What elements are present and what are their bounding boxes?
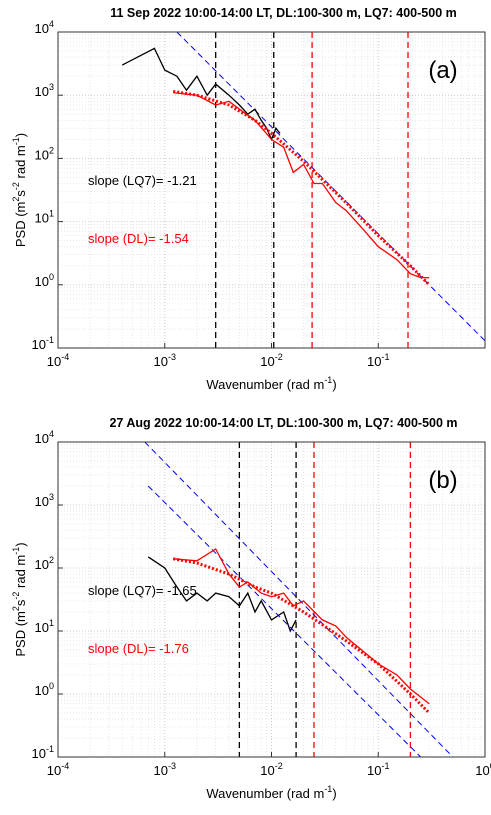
x-tick-label: 10-1 <box>367 761 389 778</box>
y-tick-label: 100 <box>35 272 54 289</box>
y-tick-label: 10-1 <box>32 335 54 352</box>
reference-line <box>147 485 422 757</box>
x-tick-label: 10-3 <box>154 352 176 369</box>
series-line <box>173 91 430 279</box>
plot-area <box>122 32 485 348</box>
x-tick-label: 10-2 <box>260 352 282 369</box>
annotation: slope (LQ7)= -1.65 <box>88 583 197 598</box>
panel: 10-4 10-3 10-2 10-1 10-1 100 101 102 103 104 11 Se… <box>11 6 486 392</box>
y-tick-label: 103 <box>35 83 54 100</box>
y-axis-label: PSD (m2s-2 rad m-1) <box>11 542 28 656</box>
series-line <box>173 548 430 705</box>
x-axis-label: Wavenumber (rad m-1) <box>206 784 336 801</box>
annotation: slope (DL)= -1.76 <box>88 641 189 656</box>
series-line <box>122 47 281 142</box>
panel: 10-4 10-3 10-2 10-1 100 10-1 100 101 102 103 104 27… <box>11 416 491 801</box>
y-axis-label: PSD (m2s-2 rad m-1) <box>11 133 28 247</box>
y-tick-label: 10-1 <box>32 744 54 761</box>
y-tick-label: 104 <box>35 429 54 446</box>
reference-line <box>176 32 485 342</box>
chart-title: 27 Aug 2022 10:00-14:00 LT, DL:100-300 m… <box>109 416 457 430</box>
x-tick-label: 10-1 <box>367 352 389 369</box>
series-line <box>172 89 431 286</box>
axes-box <box>57 441 486 758</box>
y-tick-label: 104 <box>35 19 54 36</box>
series-line <box>147 556 297 633</box>
series-line <box>172 557 431 715</box>
y-tick-label: 100 <box>35 681 54 698</box>
axes-box <box>57 31 486 349</box>
chart-title: 11 Sep 2022 10:00-14:00 LT, DL:100-300 m… <box>110 6 456 20</box>
y-tick-label: 101 <box>35 209 54 226</box>
panel-label: (b) <box>428 467 457 494</box>
x-tick-label: 10-3 <box>154 761 176 778</box>
x-tick-label: 10-4 <box>47 352 69 369</box>
x-tick-label: 10-2 <box>260 761 282 778</box>
x-tick-label: 100 <box>475 761 491 778</box>
annotation: slope (LQ7)= -1.21 <box>88 173 197 188</box>
plot-area <box>144 442 454 757</box>
annotation: slope (DL)= -1.54 <box>88 231 189 246</box>
x-tick-label: 10-4 <box>47 761 69 778</box>
x-axis-label: Wavenumber (rad m-1) <box>206 375 336 392</box>
y-tick-label: 102 <box>35 146 54 163</box>
y-tick-label: 101 <box>35 618 54 635</box>
panel-label: (a) <box>428 57 457 84</box>
reference-line <box>144 442 454 757</box>
y-tick-label: 103 <box>35 492 54 509</box>
y-tick-label: 102 <box>35 555 54 572</box>
